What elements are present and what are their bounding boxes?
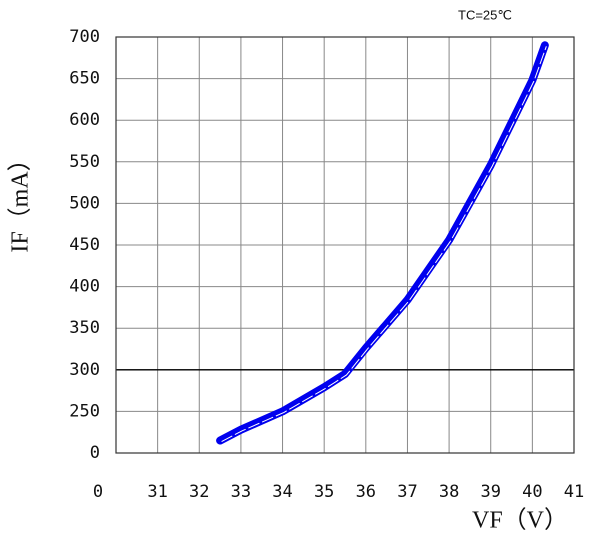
y-tick-label: 0 bbox=[90, 443, 100, 463]
y-axis-title: IF（mA） bbox=[8, 147, 34, 252]
x-tick-label: 31 bbox=[147, 482, 167, 502]
x-tick-label: 41 bbox=[564, 482, 584, 502]
x-tick-label: 37 bbox=[397, 482, 417, 502]
x-tick-label: 40 bbox=[522, 482, 542, 502]
x-tick-label: 34 bbox=[272, 482, 292, 502]
y-tick-label: 700 bbox=[69, 27, 100, 47]
x-tick-label: 35 bbox=[314, 482, 334, 502]
data-line-highlight bbox=[221, 46, 547, 442]
x-tick-label: 36 bbox=[356, 482, 376, 502]
y-tick-label: 300 bbox=[69, 360, 100, 380]
y-tick-label: 450 bbox=[69, 235, 100, 255]
y-tick-label: 350 bbox=[69, 318, 100, 338]
plot-frame bbox=[115, 36, 575, 454]
y-tick-label: 550 bbox=[69, 152, 100, 172]
x-tick-label: 0 bbox=[93, 482, 103, 502]
x-axis-title: VF（V） bbox=[472, 508, 568, 534]
data-line bbox=[216, 41, 549, 445]
y-tick-label: 400 bbox=[69, 277, 100, 297]
annotation: TC=25℃ bbox=[458, 7, 512, 22]
x-tick-label: 38 bbox=[439, 482, 459, 502]
y-tick-label: 500 bbox=[69, 193, 100, 213]
y-tick-label: 250 bbox=[69, 401, 100, 421]
x-tick-label: 32 bbox=[189, 482, 209, 502]
x-tick-label: 33 bbox=[231, 482, 251, 502]
y-tick-label: 650 bbox=[69, 69, 100, 89]
y-tick-label: 600 bbox=[69, 110, 100, 130]
x-tick-label: 39 bbox=[480, 482, 500, 502]
